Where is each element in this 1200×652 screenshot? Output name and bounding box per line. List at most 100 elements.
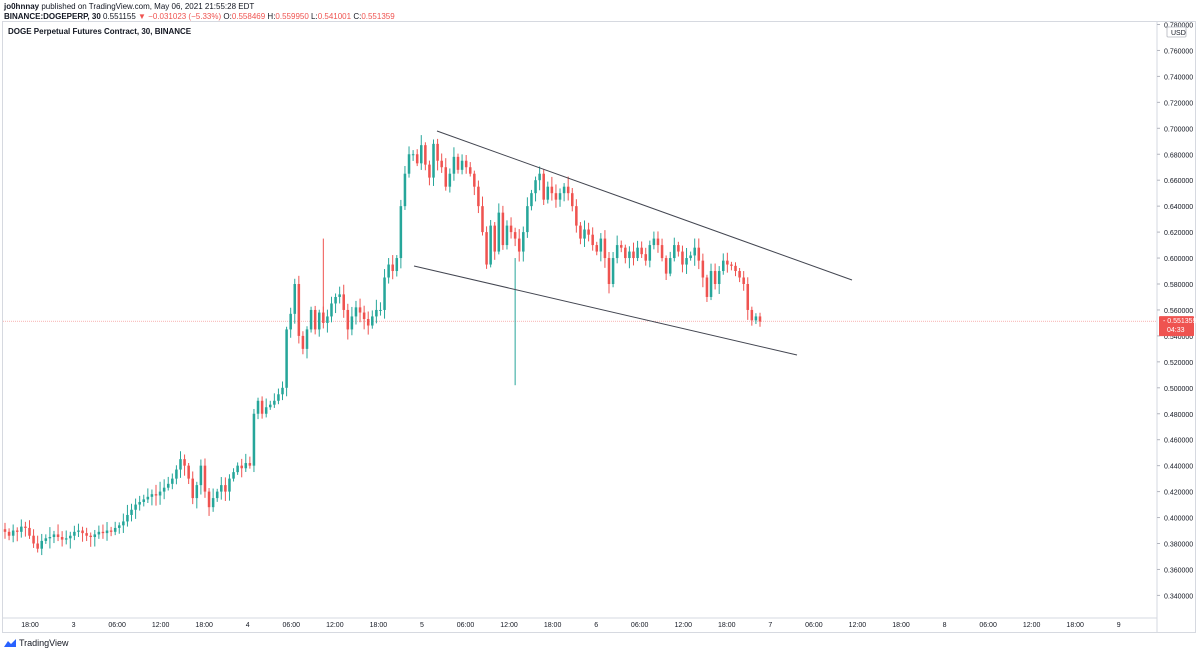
candle-body [346,309,350,330]
candle-body [215,491,219,499]
candle-body [717,271,721,284]
candle-body [591,234,594,246]
lower-trendline [413,265,798,356]
x-tick-label: 18:00 [718,622,736,629]
candle-body [199,465,203,486]
candle-body [464,160,468,168]
candle-body [28,527,31,536]
candle-body [599,238,603,252]
candle-body [77,530,80,532]
candle-body [264,407,268,414]
candle-body [211,498,215,508]
y-tick-label: 0.580000 [1164,282,1193,289]
x-tick-label: 7 [768,622,772,629]
low-label: L: [311,12,318,21]
x-tick-label: 12:00 [326,622,344,629]
x-tick-label: 12:00 [500,622,518,629]
candle-body [317,312,321,330]
candle-body [330,303,333,317]
candle-body [52,534,56,538]
y-tick-label: 0.540000 [1164,334,1193,341]
x-tick-label: 06:00 [283,622,301,629]
candle-body [420,145,423,164]
candle-body [97,531,101,535]
candle-body [726,260,729,265]
candle-body [101,531,105,534]
author-name[interactable]: jo0hnnay [4,2,40,11]
candle-body [162,487,166,492]
candle-body [379,309,382,311]
candle-body [750,309,754,321]
candle-body [448,173,452,187]
candle-body [273,400,276,405]
x-tick-label: 06:00 [108,622,126,629]
candle-body [452,156,456,174]
candle-body [546,186,550,200]
candle-body [146,496,150,500]
candle-body [399,206,403,259]
candle-body [407,154,411,174]
symbol-label: BINANCE:DOGEPERP, 30 [4,12,101,21]
candle-body [530,193,533,207]
candle-body [709,271,713,297]
candle-body [69,535,72,539]
candle-body [191,478,194,499]
x-tick-label: 06:00 [631,622,649,629]
open-value: 0.558469 [231,12,266,21]
x-tick-label: 06:00 [979,622,997,629]
candle-body [387,264,390,278]
candle-body [228,478,231,492]
last-price-tag [1159,316,1194,337]
x-tick-label: 3 [72,622,76,629]
candle-body [269,404,272,408]
candle-body [142,499,146,502]
candle-body [187,465,190,479]
x-tick-label: 18:00 [370,622,388,629]
brand-name[interactable]: TradingView [19,638,69,648]
candle-body [554,193,558,200]
candle-body [734,265,737,272]
x-tick-label: 12:00 [849,622,867,629]
candle-body [468,167,472,174]
candle-body [550,186,554,194]
candle-body [105,530,109,534]
ohlc-line: BINANCE:DOGEPERP, 30 0.551155 ▼ −0.03102… [4,12,395,22]
candle-body [611,258,615,284]
x-tick-label: 18:00 [892,622,910,629]
candle-body [664,258,668,274]
y-tick-label: 0.560000 [1164,308,1193,315]
candle-body [619,245,623,248]
candle-body [56,534,60,538]
candle-body [681,251,684,265]
candle-body [424,145,427,165]
candle-body [301,335,305,349]
candle-body [583,229,586,239]
y-tick-label: 0.680000 [1164,152,1193,159]
candle-body [305,329,309,349]
candle-body [485,232,488,265]
candle-body [203,465,207,492]
y-tick-label: 0.780000 [1164,23,1193,30]
candle-body [11,530,15,536]
x-tick-label: 18:00 [21,622,39,629]
candle-body [705,277,709,297]
candle-body [60,537,64,540]
candle-body [513,232,517,239]
candle-body [644,254,647,261]
candle-body [85,533,88,536]
candle-body [456,156,460,170]
candle-body [154,494,158,496]
candle-body [693,247,696,256]
candle-body [738,271,741,278]
candle-body [624,247,627,259]
candle-body [240,465,243,469]
candle-body [24,526,27,528]
candle-body [166,483,170,488]
candle-body [689,255,692,259]
candle-body [195,485,199,499]
candle-body [473,173,476,187]
candle-body [366,319,370,326]
candle-body [697,247,701,261]
published-text: published on TradingView.com, May 06, 20… [41,2,255,11]
